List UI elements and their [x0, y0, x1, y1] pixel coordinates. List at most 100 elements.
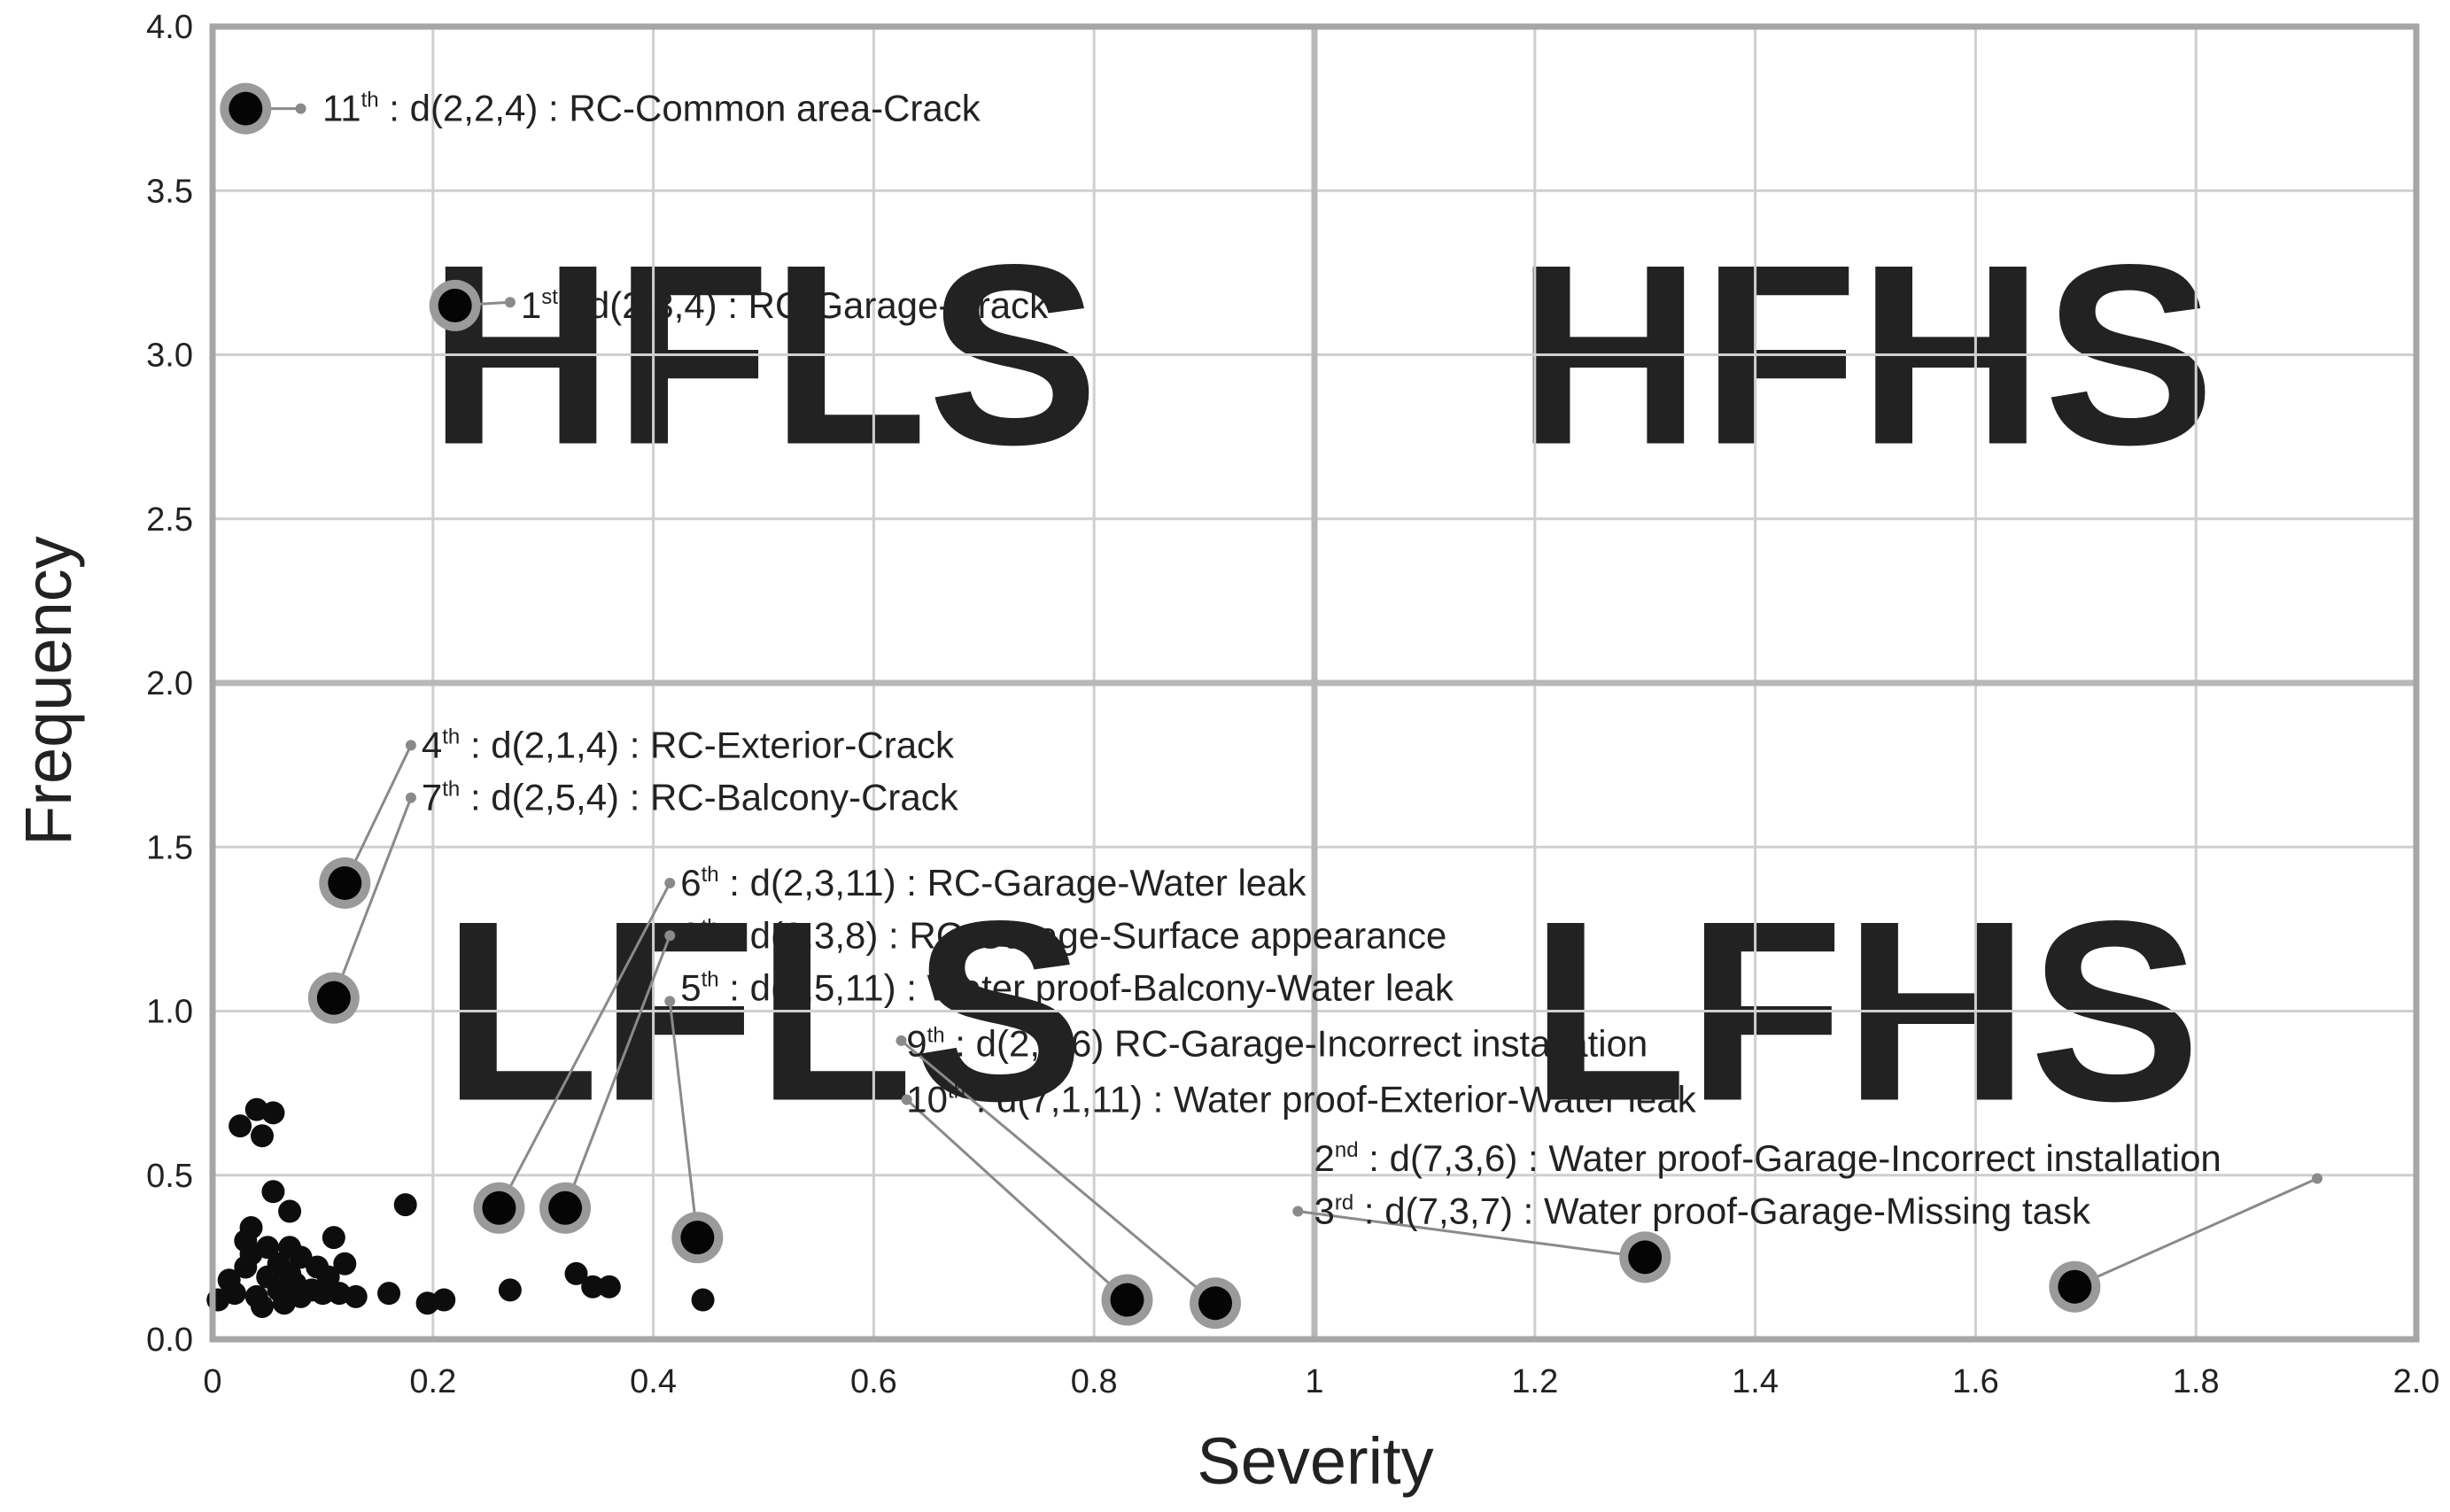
x-tick-label: 0.6: [850, 1363, 897, 1400]
y-axis-title: Frequency: [12, 536, 85, 846]
label-text: : d(2,3,8) : RC-Garage-Surface appearanc…: [719, 914, 1447, 956]
rank-suffix: st: [541, 285, 558, 309]
point-label: 5th : d(7,5,11) : Water proof-Balcony-Wa…: [680, 967, 1454, 1009]
point-core: [482, 1190, 516, 1225]
data-point: [432, 1288, 456, 1312]
point-label: 8th : d(2,3,8) : RC-Garage-Surface appea…: [680, 914, 1446, 956]
rank-suffix: th: [702, 915, 719, 939]
point-label: 4th : d(2,1,4) : RC-Exterior-Crack: [422, 724, 955, 765]
rank-suffix: th: [361, 89, 379, 112]
label-text: : d(2,3,4) : RC-Garage-Crack: [558, 284, 1049, 326]
data-point: [498, 1278, 522, 1302]
data-point: [393, 1193, 417, 1217]
label-text: : d(2,5,4) : RC-Balcony-Crack: [460, 777, 958, 818]
highlighted-point: [1190, 1277, 1242, 1330]
point-core: [1198, 1286, 1233, 1321]
rank-number: 7: [422, 777, 442, 818]
y-tick-label: 2.5: [146, 501, 193, 539]
x-tick-label: 1.4: [1732, 1363, 1779, 1400]
x-tick-label: 0: [203, 1363, 221, 1400]
rank-number: 3: [1314, 1190, 1335, 1232]
data-point: [229, 1114, 252, 1138]
y-tick-label: 1.0: [146, 994, 193, 1031]
highlighted-point: [2049, 1260, 2101, 1313]
label-text: : d(7,1,11) : Water proof-Exterior-Water…: [965, 1079, 1697, 1120]
point-label: 6th : d(2,3,11) : RC-Garage-Water leak: [680, 862, 1306, 903]
leader-end-dot: [295, 103, 306, 114]
x-tick-label: 1.6: [1952, 1363, 1999, 1400]
data-point: [377, 1282, 401, 1306]
data-point: [322, 1226, 345, 1250]
data-point: [278, 1199, 302, 1223]
highlighted-point: [220, 82, 272, 135]
point-core: [328, 866, 362, 901]
x-tick-label: 1.8: [2173, 1363, 2220, 1400]
y-tick-label: 4.0: [146, 9, 193, 46]
leader-line: [498, 882, 671, 1209]
data-point: [344, 1284, 368, 1308]
rank-number: 8: [680, 914, 701, 956]
point-label: 7th : d(2,5,4) : RC-Balcony-Crack: [422, 777, 959, 818]
data-point: [289, 1245, 313, 1269]
label-text: : d(7,3,7) : Water proof-Garage-Missing …: [1353, 1190, 2091, 1232]
leader-end-dot: [895, 1035, 907, 1046]
data-point: [256, 1236, 280, 1260]
data-point: [564, 1261, 588, 1285]
leader-end-dot: [664, 930, 676, 942]
leader-line: [905, 1098, 1128, 1301]
data-point: [581, 1275, 605, 1299]
leader-end-dot: [2312, 1173, 2323, 1184]
y-tick-label: 2.0: [146, 665, 193, 702]
x-tick-label: 0.4: [630, 1363, 677, 1400]
leader-end-dot: [504, 297, 516, 308]
leader-end-dot: [405, 740, 416, 751]
leader-line: [900, 1039, 1217, 1305]
data-point: [333, 1252, 357, 1276]
y-tick-label: 0.0: [146, 1322, 193, 1359]
rank-suffix: th: [442, 778, 460, 802]
highlighted-point: [539, 1182, 592, 1234]
leader-end-dot: [664, 996, 676, 1007]
point-core: [2058, 1269, 2092, 1304]
label-text: : d(2,3,11) : RC-Garage-Water leak: [719, 862, 1307, 903]
point-core: [1110, 1283, 1144, 1317]
x-tick-label: 2.0: [2393, 1363, 2440, 1400]
x-axis-title: Severity: [1197, 1424, 1433, 1498]
data-point: [250, 1124, 274, 1148]
leader-line: [2074, 1177, 2318, 1289]
rank-suffix: th: [442, 725, 460, 748]
point-core: [438, 288, 472, 322]
x-tick-label: 1: [1305, 1363, 1323, 1400]
point-core: [680, 1221, 715, 1255]
highlighted-point: [1619, 1231, 1671, 1283]
leader-line: [332, 797, 413, 999]
x-tick-label: 0.8: [1071, 1363, 1118, 1400]
label-text: : d(2,1,4) : RC-Exterior-Crack: [460, 724, 955, 765]
highlighted-point: [307, 972, 360, 1024]
grid: [213, 27, 2416, 1339]
rank-suffix: th: [702, 863, 719, 887]
point-label: 3rd : d(7,3,7) : Water proof-Garage-Miss…: [1314, 1190, 2091, 1232]
point-label: 1st : d(2,3,4) : RC-Garage-Crack: [521, 284, 1049, 326]
rank-number: 6: [680, 862, 701, 903]
y-tick-label: 3.0: [146, 337, 193, 375]
plot-frame: [209, 23, 2420, 1343]
point-label: 2nd : d(7,3,6) : Water proof-Garage-Inco…: [1314, 1137, 2221, 1179]
highlighted-point: [429, 279, 481, 331]
point-labels: 11th : d(2,2,4) : RC-Common area-Crack1s…: [322, 88, 2221, 1232]
rank-number: 1: [521, 284, 541, 326]
data-point: [597, 1275, 621, 1299]
data-point: [691, 1288, 715, 1312]
leader-end-dot: [1292, 1206, 1304, 1217]
rank-suffix: rd: [1335, 1191, 1353, 1215]
point-label: 9th : d(2,3,6) RC-Garage-Incorrect insta…: [906, 1023, 1648, 1065]
leader-line: [1298, 1210, 1646, 1259]
highlighted-point: [671, 1212, 724, 1264]
rank-suffix: nd: [1335, 1138, 1359, 1162]
leader-end-dot: [405, 792, 416, 803]
label-text: : d(7,5,11) : Water proof-Balcony-Water …: [719, 967, 1454, 1009]
point-label: 10th : d(7,1,11) : Water proof-Exterior-…: [906, 1079, 1696, 1120]
highlighted-point: [319, 857, 371, 910]
x-tick-label: 1.2: [1511, 1363, 1558, 1400]
